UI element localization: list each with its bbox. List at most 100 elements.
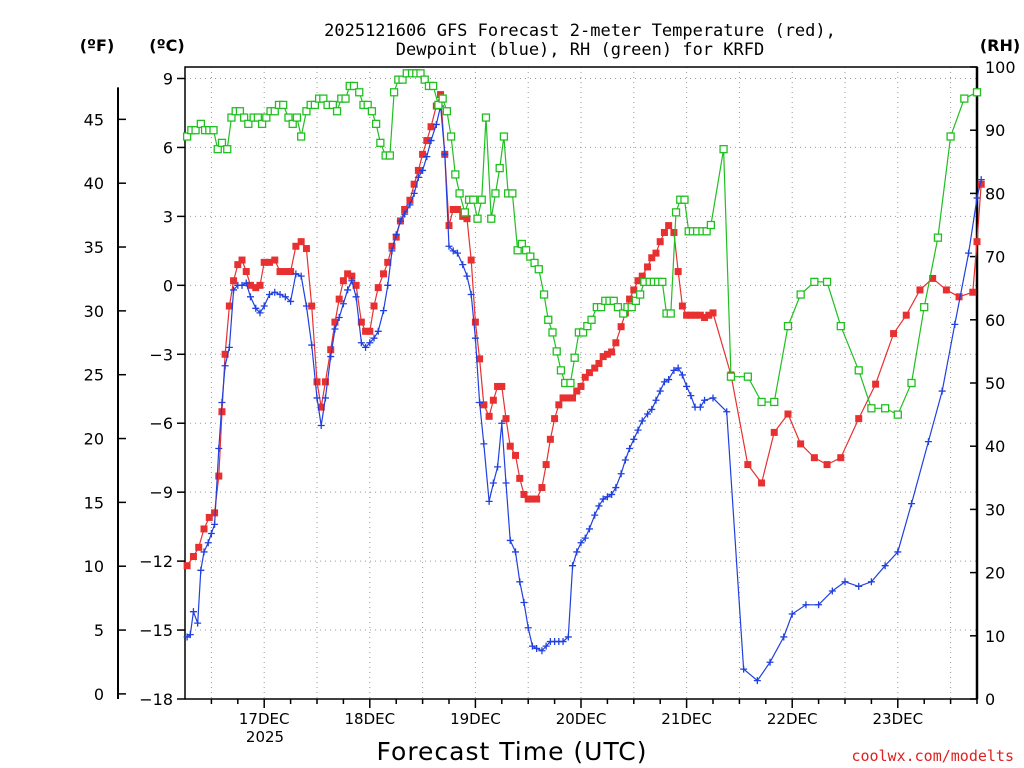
series-rh-point [279, 100, 288, 110]
rh-tick-label: 80 [985, 184, 1005, 203]
series-dewpoint-point [494, 463, 502, 471]
series-temp-point [252, 284, 260, 292]
series-dewpoint-point [480, 440, 488, 448]
series-dewpoint-point [595, 502, 603, 510]
series-temp-point [321, 378, 329, 386]
series-temp-point [744, 461, 752, 469]
series-rh-point [757, 397, 766, 407]
series-dewpoint-point [366, 339, 374, 347]
series-rh-point [487, 214, 496, 223]
series-dewpoint-point [344, 286, 352, 294]
series-dewpoint [183, 102, 985, 685]
series-dewpoint-point [512, 548, 520, 556]
series-dewpoint-point [256, 309, 264, 317]
series-temp-point [205, 513, 213, 521]
series-rh-line [186, 72, 978, 416]
series-rh-point [666, 309, 675, 318]
series-rh-point [867, 404, 876, 413]
series-dewpoint-point [573, 548, 581, 556]
series-dewpoint-point [211, 520, 219, 528]
series-dewpoint-point [449, 247, 457, 255]
series-dewpoint-point [339, 300, 347, 308]
series-dewpoint-point [608, 490, 616, 498]
series-dewpoint-point [533, 644, 541, 652]
series-dewpoint-point [317, 422, 325, 430]
series-dewpoint-point [335, 314, 343, 322]
series-rh-point [627, 303, 636, 312]
fahrenheit-tick-label: 35 [84, 238, 104, 257]
series-rh-point [583, 321, 592, 331]
series-dewpoint-point [467, 291, 475, 299]
series-rh-point [182, 132, 192, 141]
series-dewpoint-point [252, 304, 260, 312]
series-dewpoint-point [459, 261, 467, 269]
series-dewpoint-point [401, 210, 409, 218]
fahrenheit-tick-label: 25 [84, 366, 104, 385]
series-dewpoint-point [242, 279, 250, 287]
series-dewpoint-point [221, 362, 229, 370]
x-tick-label: 19DEC [450, 710, 501, 728]
series-temp-point [211, 509, 219, 517]
series-rh-point [442, 107, 452, 116]
series-dewpoint-point [427, 137, 435, 145]
series-temp-point [687, 311, 695, 319]
series-dewpoint-point [599, 495, 607, 503]
series-dewpoint-point [265, 291, 273, 299]
series-temp-point [670, 228, 678, 236]
series-temp-point [195, 543, 203, 551]
series-rh-point [513, 246, 522, 255]
series-rh-point [223, 145, 232, 154]
series-temp-point [327, 346, 335, 354]
fahrenheit-tick-label: 0 [94, 685, 104, 704]
series-temp-point [308, 302, 316, 310]
series-dewpoint-point [357, 339, 365, 347]
series-dewpoint-point [723, 408, 731, 416]
series-rh-point [385, 151, 395, 160]
fahrenheit-tick-label: 15 [84, 493, 104, 512]
rh-tick-label: 30 [985, 500, 1005, 519]
series-temp-point [331, 318, 339, 326]
series-rh-point [332, 107, 342, 116]
series-temp-point [520, 490, 528, 498]
series-rh-point [796, 290, 805, 299]
series-rh-point [460, 208, 469, 217]
series-temp-point [701, 314, 709, 322]
series-dewpoint-point [973, 194, 981, 202]
series-rh-point [355, 88, 364, 97]
series-dewpoint-point [867, 578, 875, 586]
series-temp-point [238, 256, 246, 264]
celsius-tick-label: 3 [163, 207, 173, 226]
series-temp-point [384, 258, 392, 266]
series-dewpoint-point [924, 438, 932, 446]
rh-tick-label: 40 [985, 437, 1005, 456]
series-dewpoint-point [542, 642, 550, 650]
series-dewpoint-point [238, 281, 246, 289]
series-rh-point [367, 107, 377, 116]
series-dewpoint-point [200, 548, 208, 556]
series-temp-point [200, 525, 208, 533]
series-rh-point [341, 94, 350, 103]
fahrenheit-tick-label: 20 [84, 430, 104, 449]
series-temp-point [758, 479, 766, 487]
series-temp-point [366, 327, 374, 335]
celsius-tick-label: −3 [149, 345, 173, 364]
series-temp-point [423, 137, 431, 145]
series-temp-point [528, 495, 536, 503]
series-dewpoint-point [674, 364, 682, 372]
series-temp-point [823, 461, 831, 469]
series-temp-point [660, 228, 668, 236]
rh-tick-label: 20 [985, 564, 1005, 583]
series-rh-point [539, 290, 549, 299]
series-rh-point [429, 81, 438, 91]
series-dewpoint-point [485, 497, 493, 505]
series-dewpoint-point [626, 444, 634, 452]
series-rh-point [517, 239, 527, 249]
series-dewpoint-point [908, 500, 916, 508]
series-rh-point [438, 94, 447, 103]
series-temp-point [445, 222, 453, 230]
x-tick-label: 20DEC [556, 710, 607, 728]
series-rh-point [473, 214, 482, 223]
celsius-tick-label: −18 [139, 690, 173, 709]
series-rh-point [570, 353, 579, 362]
